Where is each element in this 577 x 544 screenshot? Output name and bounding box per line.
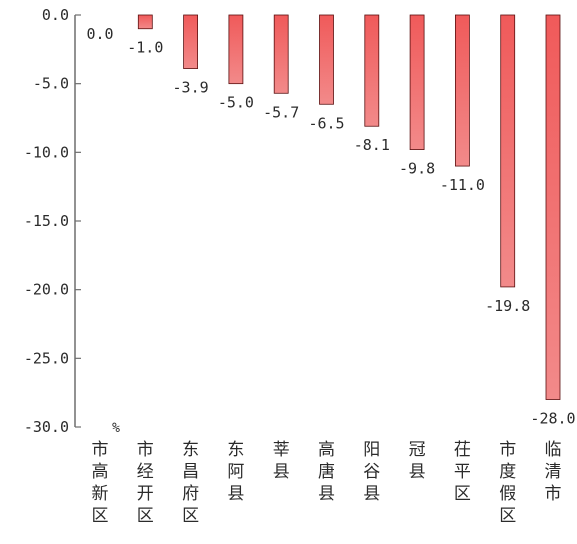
y-tick-label: -10.0 [24, 143, 69, 161]
category-label: 市高新区 [92, 440, 109, 526]
category-label: 高唐县 [318, 440, 335, 504]
category-label-char: 区 [454, 484, 471, 504]
category-label-char: 市 [545, 484, 562, 504]
category-label-char: 谷 [363, 462, 380, 482]
bar-value-label: -1.0 [127, 39, 163, 57]
category-label: 茌平区 [454, 440, 471, 504]
bar [137, 14, 153, 30]
bar [228, 14, 244, 85]
bar-value-label: -19.8 [485, 297, 530, 315]
bar-value-label: -11.0 [440, 176, 485, 194]
bar-value-label: -6.5 [308, 114, 344, 132]
category-label-char: 阳 [363, 440, 380, 460]
bar-value-label: -5.7 [263, 103, 299, 121]
category-label-char: 阿 [227, 462, 244, 482]
category-label-char: 冠 [409, 440, 426, 460]
category-label-char: 莘 [273, 440, 290, 460]
category-label-char: 县 [409, 462, 426, 482]
category-label-char: 茌 [454, 440, 471, 460]
category-label: 莘县 [273, 440, 290, 482]
bar [364, 14, 380, 127]
category-label-char: 县 [363, 484, 380, 504]
category-label: 冠县 [409, 440, 426, 482]
data-labels: 0.0 -1.0 -3.9 -5.0 -5.7 -6.5 -8.1 -9.8 -11.0 -19.… [86, 25, 575, 428]
category-label: 市度假区 [499, 440, 516, 526]
category-label: 临清市 [545, 440, 562, 504]
bar [454, 14, 470, 167]
category-label-char: 市 [92, 440, 109, 460]
category-label-char: 市 [137, 440, 154, 460]
category-label-char: 市 [499, 440, 516, 460]
category-label: 东昌府区 [182, 440, 199, 526]
bar [183, 14, 199, 69]
bar-value-label: -3.9 [173, 79, 209, 97]
bar [409, 14, 425, 150]
category-label-char: 经 [137, 462, 154, 482]
y-tick-label: -20.0 [24, 281, 69, 299]
unit-label: % [112, 421, 120, 436]
bar [545, 14, 561, 400]
category-label-char: 区 [182, 506, 199, 526]
category-label-char: 开 [137, 484, 154, 504]
y-tick-label: 0.0 [42, 6, 69, 24]
category-label-char: 高 [318, 440, 335, 460]
bar-value-label: -9.8 [399, 160, 435, 178]
bar-value-label: -28.0 [530, 410, 575, 428]
category-label-char: 清 [545, 462, 562, 482]
category-label: 市经开区 [137, 440, 154, 526]
bar-value-label: -5.0 [218, 94, 254, 112]
category-label-char: 唐 [318, 461, 335, 482]
bars [137, 14, 561, 400]
y-tick-label: -25.0 [24, 349, 69, 367]
category-label-char: 新 [92, 484, 109, 504]
category-label-char: 东 [182, 440, 199, 460]
category-label-char: 区 [499, 506, 516, 526]
category-label-char: 度 [499, 462, 516, 482]
bar [500, 14, 516, 288]
category-label: 阳谷县 [363, 440, 380, 504]
category-label-char: 平 [454, 462, 471, 482]
category-label-char: 假 [499, 484, 516, 504]
category-label-char: 县 [273, 462, 290, 482]
category-label-char: 区 [92, 506, 109, 526]
bar [319, 14, 334, 105]
bar-value-label: -8.1 [354, 136, 390, 154]
category-label-char: 区 [137, 506, 154, 526]
y-tick-label: -30.0 [24, 418, 69, 436]
y-axis-ticks: 0.0 -5.0 -10.0 -15.0 -20.0 -25.0 -30.0 [24, 6, 81, 436]
category-label: 东阿县 [227, 440, 244, 504]
bar-value-label: 0.0 [86, 25, 113, 43]
category-label-char: 临 [545, 440, 562, 460]
category-label-char: 高 [92, 462, 109, 482]
category-label-char: 府 [182, 484, 199, 504]
bar [273, 14, 289, 94]
category-label-char: 昌 [182, 462, 199, 482]
category-label-char: 东 [227, 440, 244, 460]
y-tick-label: -5.0 [33, 75, 69, 93]
category-label-char: 县 [318, 484, 335, 504]
y-tick-label: -15.0 [24, 212, 69, 230]
category-label-char: 县 [227, 484, 244, 504]
